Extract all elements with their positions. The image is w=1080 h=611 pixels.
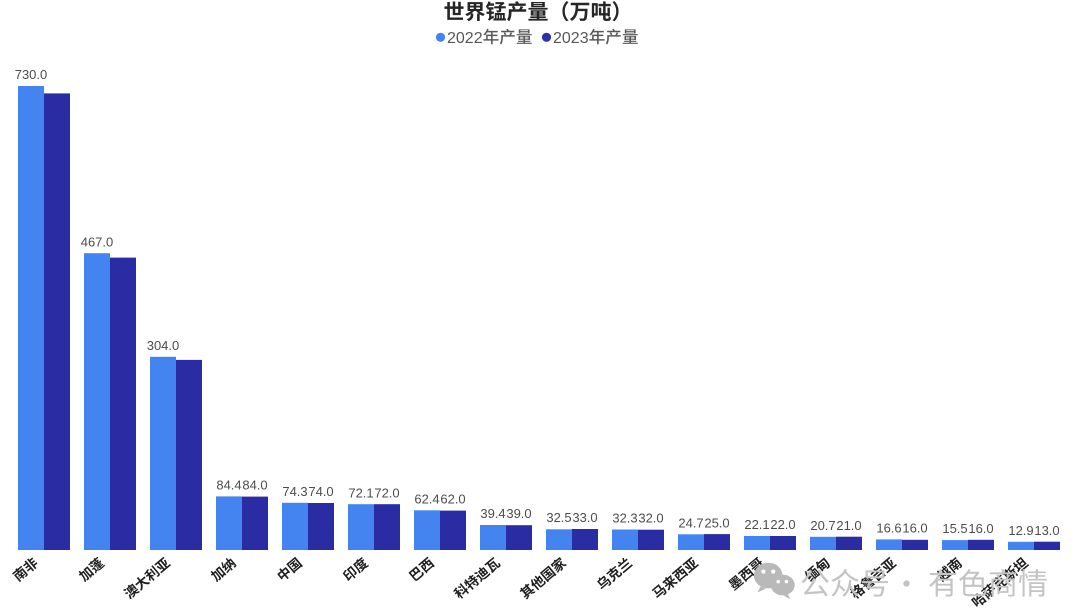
svg-text:21.0: 21.0: [836, 518, 861, 533]
svg-text:730.0: 730.0: [15, 67, 48, 82]
svg-text:12.9: 12.9: [1008, 523, 1033, 538]
svg-text:25.0: 25.0: [704, 515, 729, 530]
svg-text:39.0: 39.0: [506, 506, 531, 521]
svg-text:15.5: 15.5: [942, 521, 967, 536]
svg-text:13.0: 13.0: [1034, 523, 1059, 538]
svg-text:32.5: 32.5: [546, 510, 571, 525]
svg-text:2022: 2022: [447, 30, 483, 47]
svg-text:62.0: 62.0: [440, 492, 465, 507]
svg-text:72.1: 72.1: [348, 485, 373, 500]
svg-text:39.4: 39.4: [480, 506, 505, 521]
svg-text:84.0: 84.0: [242, 478, 267, 493]
svg-text:62.4: 62.4: [414, 492, 439, 507]
svg-text:72.0: 72.0: [374, 485, 399, 500]
svg-text:16.0: 16.0: [902, 521, 927, 536]
svg-text:16.0: 16.0: [968, 521, 993, 536]
svg-text:304.0: 304.0: [147, 338, 180, 353]
svg-text:16.6: 16.6: [876, 521, 901, 536]
svg-text:22.0: 22.0: [770, 517, 795, 532]
svg-text:32.3: 32.3: [612, 511, 637, 526]
svg-text:74.3: 74.3: [282, 484, 307, 499]
svg-text:20.7: 20.7: [810, 518, 835, 533]
svg-text:22.1: 22.1: [744, 517, 769, 532]
svg-text:84.4: 84.4: [216, 478, 241, 493]
svg-text:2023: 2023: [553, 30, 589, 47]
svg-text:24.7: 24.7: [678, 515, 703, 530]
svg-text:74.0: 74.0: [308, 484, 333, 499]
svg-text:32.0: 32.0: [638, 511, 663, 526]
svg-text:467.0: 467.0: [81, 234, 114, 249]
svg-text:33.0: 33.0: [572, 510, 597, 525]
